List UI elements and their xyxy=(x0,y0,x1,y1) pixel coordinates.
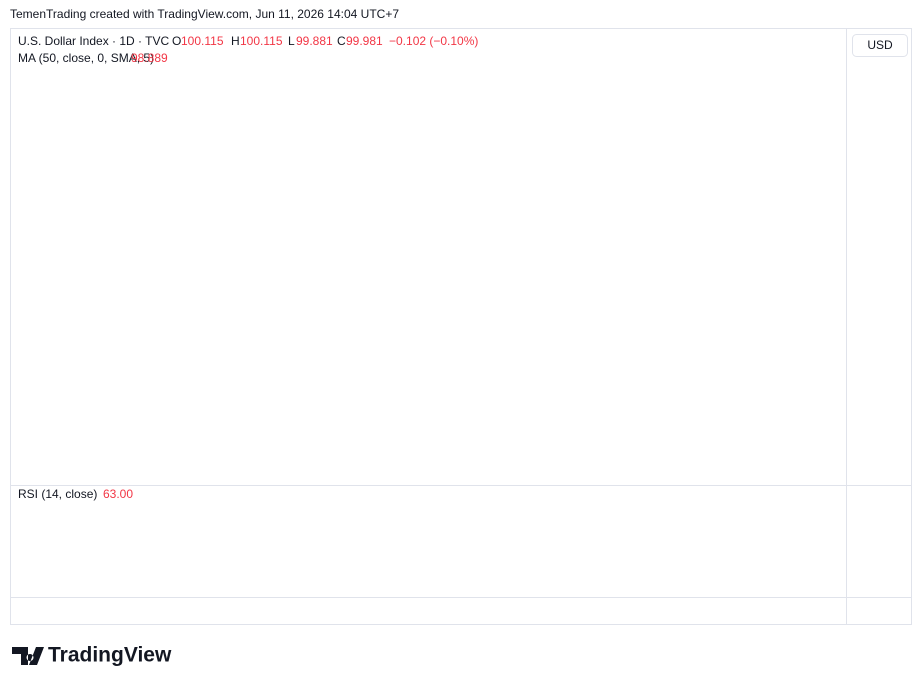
ohlc-value: 100.115 xyxy=(240,34,283,48)
header: TemenTrading created with TradingView.co… xyxy=(10,7,399,21)
currency[interactable]: USD xyxy=(867,38,893,52)
brand-logo xyxy=(12,647,44,665)
currency-button[interactable] xyxy=(852,34,908,57)
brand: TradingView xyxy=(48,644,172,667)
ohlc-prefix: L xyxy=(288,34,295,48)
ohlc-value: 100.115 xyxy=(181,34,224,48)
ma-legend: MA (50, close, 0, SMA, 5) xyxy=(18,51,154,65)
ohlc-prefix: H xyxy=(231,34,240,48)
ohlc-prefix: C xyxy=(337,34,346,48)
symbol-title: U.S. Dollar Index · 1D · TVC xyxy=(18,34,169,48)
rsi-legend: RSI (14, close) xyxy=(18,487,97,501)
ma-value: 98.889 xyxy=(131,51,168,65)
ohlc-value: 99.881 xyxy=(296,34,333,48)
rsi-value: 63.00 xyxy=(103,487,133,501)
change: −0.102 (−0.10%) xyxy=(389,34,478,48)
ohlc-value: 99.981 xyxy=(346,34,383,48)
ohlc-prefix: O xyxy=(172,34,181,48)
frame xyxy=(10,28,912,625)
